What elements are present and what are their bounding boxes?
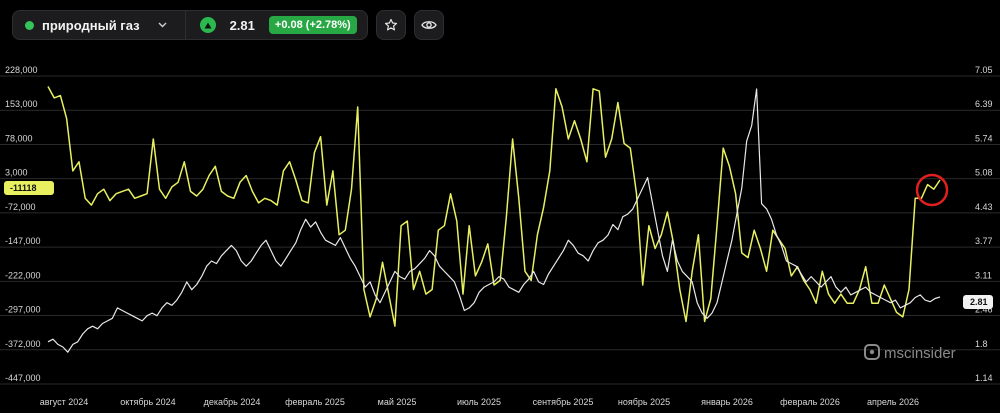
left-tick-label: 153,000 bbox=[5, 99, 38, 109]
left-tick-label: 228,000 bbox=[5, 65, 38, 75]
left-tick-label: 78,000 bbox=[5, 133, 33, 143]
x-tick-label: ноябрь 2025 bbox=[618, 397, 670, 407]
grid bbox=[0, 75, 1000, 385]
x-tick-label: декабрь 2024 bbox=[204, 397, 261, 407]
left-tick-label: 3,000 bbox=[5, 168, 28, 178]
price-change-badge: +0.08 (+2.78%) bbox=[268, 16, 357, 34]
right-tick-label: 4.43 bbox=[975, 202, 993, 212]
chevron-down-icon[interactable] bbox=[158, 20, 167, 31]
watermark-logo-icon bbox=[864, 344, 880, 360]
right-tick-label: 6.39 bbox=[975, 99, 993, 109]
right-tick-label: 1.14 bbox=[975, 373, 993, 383]
left-tick-label: -297,000 bbox=[5, 305, 41, 315]
x-tick-label: сентябрь 2025 bbox=[533, 397, 594, 407]
x-tick-label: февраль 2025 bbox=[285, 397, 345, 407]
favorite-button[interactable] bbox=[375, 10, 406, 40]
right-tick-label: 2.46 bbox=[975, 305, 993, 315]
x-tick-label: январь 2026 bbox=[701, 397, 753, 407]
triangle-up-icon bbox=[199, 17, 216, 33]
current-left-value-label: -11118 bbox=[10, 183, 37, 193]
visibility-button[interactable] bbox=[413, 10, 444, 40]
current-left-value-tag: -11118 bbox=[4, 181, 54, 195]
star-icon bbox=[384, 18, 397, 31]
instrument-name: природный газ bbox=[42, 17, 140, 33]
x-tick-label: май 2025 bbox=[378, 397, 417, 407]
left-tick-label: -147,000 bbox=[5, 236, 41, 246]
x-tick-label: февраль 2026 bbox=[780, 397, 840, 407]
watermark-text: mscinsider bbox=[884, 345, 956, 362]
left-tick-label: -447,000 bbox=[5, 373, 41, 383]
current-price: 2.81 bbox=[229, 17, 255, 33]
right-tick-label: 5.74 bbox=[975, 133, 993, 143]
highlight-circle-marker bbox=[915, 173, 949, 207]
right-tick-label: 5.08 bbox=[975, 168, 993, 178]
left-axis: 228,000 153,000 78,000 3,000 -72,000 -147,000… bbox=[5, 65, 41, 383]
right-tick-label: 1.8 bbox=[975, 339, 988, 349]
right-tick-label: 3.77 bbox=[975, 236, 993, 246]
right-axis: 7.05 6.39 5.74 5.08 4.43 3.77 3.11 2.46 1.8 1.14 bbox=[975, 65, 993, 383]
x-tick-label: октябрь 2024 bbox=[120, 397, 175, 407]
instrument-toolbar: природный газ 2.81 +0.08 (+2.78%) bbox=[12, 10, 444, 40]
status-dot-icon bbox=[25, 20, 34, 30]
x-tick-label: июль 2025 bbox=[457, 397, 501, 407]
left-tick-label: -372,000 bbox=[5, 339, 41, 349]
instrument-selector[interactable]: природный газ 2.81 +0.08 (+2.78%) bbox=[12, 10, 368, 40]
left-tick-label: -72,000 bbox=[5, 202, 36, 212]
x-axis: август 2024 октябрь 2024 декабрь 2024 февра… bbox=[40, 397, 919, 407]
toolbar-divider bbox=[184, 10, 186, 40]
current-right-value-label: 2.81 bbox=[970, 297, 988, 307]
right-tick-label: 7.05 bbox=[975, 65, 993, 75]
eye-icon bbox=[420, 21, 437, 29]
current-right-value-tag: 2.81 bbox=[963, 295, 993, 309]
x-tick-label: август 2024 bbox=[40, 397, 89, 407]
right-tick-label: 3.11 bbox=[975, 270, 992, 280]
series-line-positions bbox=[47, 86, 941, 327]
series-line-price bbox=[47, 88, 941, 353]
x-tick-label: апрель 2026 bbox=[867, 397, 919, 407]
left-tick-label: -222,000 bbox=[5, 270, 41, 280]
watermark: mscinsider bbox=[864, 344, 956, 362]
